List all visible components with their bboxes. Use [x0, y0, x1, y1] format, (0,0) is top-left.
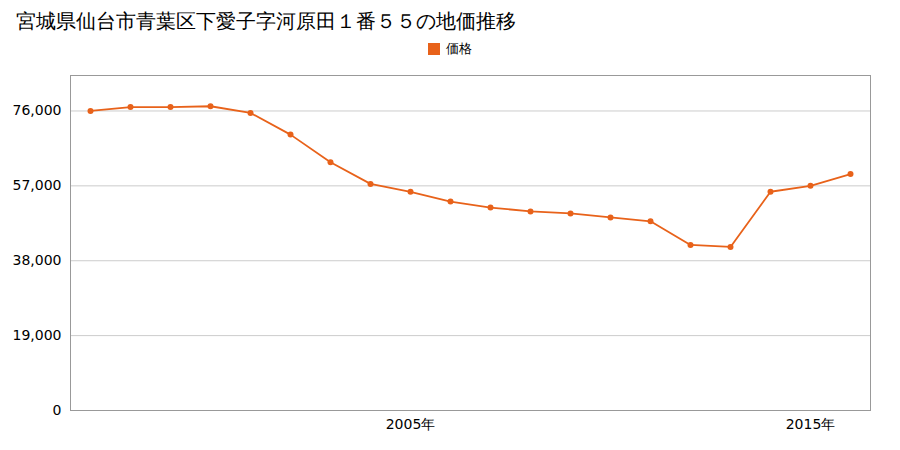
svg-text:2005年: 2005年 [386, 416, 436, 432]
html-text:宮城県仙台市青葉区下愛子字河原田１番５５の地価推移: 宮城県仙台市青葉区下愛子字河原田１番５５の地価推移 [16, 9, 516, 33]
svg-text:0: 0 [53, 402, 62, 418]
svg-text:76,000: 76,000 [13, 102, 62, 118]
svg-text:2015年: 2015年 [786, 416, 836, 432]
svg-text:57,000: 57,000 [13, 177, 62, 193]
svg-text:19,000: 19,000 [13, 327, 62, 343]
html-text:価格: 価格 [446, 41, 472, 56]
svg-text:38,000: 38,000 [13, 252, 62, 268]
